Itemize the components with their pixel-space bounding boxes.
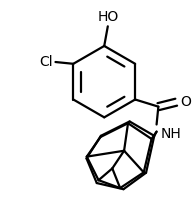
Text: HO: HO	[97, 10, 118, 24]
Text: O: O	[181, 95, 192, 109]
Text: NH: NH	[161, 127, 182, 141]
Text: Cl: Cl	[39, 55, 53, 69]
